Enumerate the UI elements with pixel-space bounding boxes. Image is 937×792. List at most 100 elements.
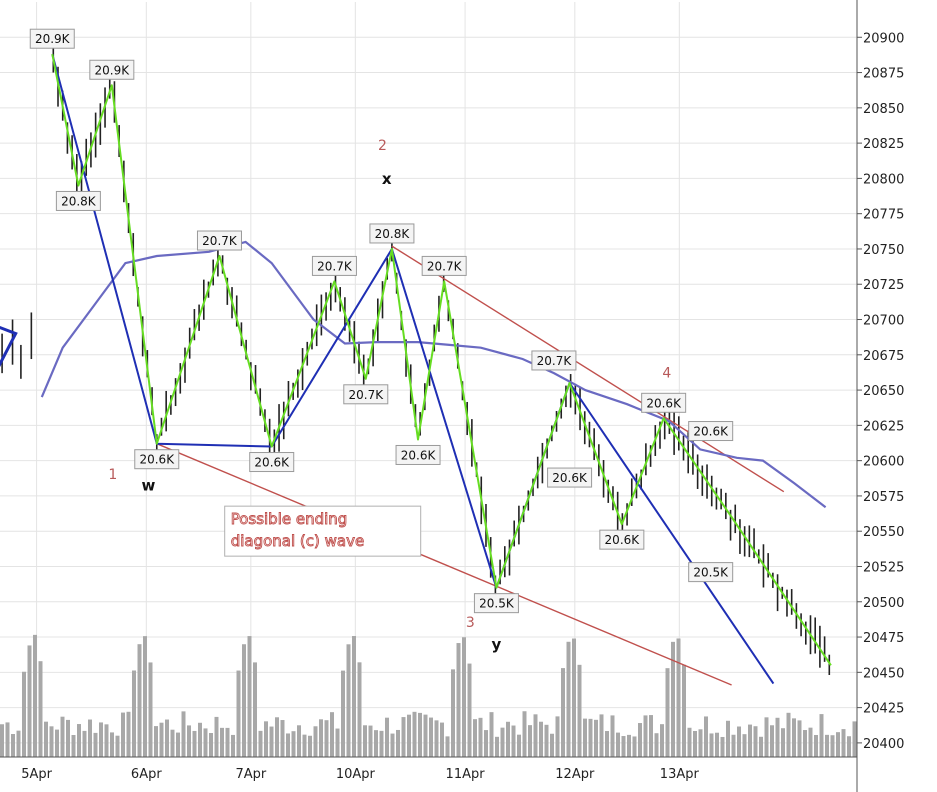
- volume-bar: [451, 669, 455, 757]
- volume-bar: [495, 736, 499, 757]
- point-label: 20.6K: [547, 467, 593, 488]
- volume-bar: [726, 720, 730, 757]
- volume-bar: [720, 736, 725, 757]
- volume-bar: [16, 730, 21, 757]
- volume-bars: [0, 634, 857, 757]
- point-label-box: [55, 190, 101, 211]
- volume-bar: [445, 736, 450, 757]
- volume-bar: [302, 734, 307, 757]
- volume-bar: [737, 726, 741, 757]
- volume-bar: [704, 716, 708, 757]
- volume-bar: [11, 733, 15, 757]
- point-label: 20.8K: [55, 190, 101, 211]
- y-tick-label: 20450: [863, 666, 904, 681]
- point-label-box: [343, 384, 389, 405]
- point-label-box: [531, 350, 577, 371]
- volume-bar: [363, 725, 367, 757]
- point-label-box: [311, 255, 357, 276]
- point-label: 20.7K: [311, 255, 357, 276]
- volume-bar: [599, 714, 604, 757]
- volume-bar: [368, 725, 373, 757]
- point-label: 20.9K: [29, 28, 75, 49]
- volume-bar: [825, 734, 829, 757]
- point-label: 20.5K: [688, 562, 734, 583]
- volume-bar: [715, 732, 719, 757]
- point-labels: 20.9K 20.9K 20.8K 20.7K 20.6K 20.6K 20.7K 20.8K…: [29, 28, 734, 614]
- volume-bar: [693, 731, 697, 757]
- point-label-box: [89, 59, 135, 80]
- wave-label: w: [141, 476, 155, 494]
- point-label-box: [599, 529, 645, 550]
- volume-bar: [605, 731, 609, 757]
- point-label-text: 20.7K: [202, 234, 238, 248]
- point-label: 20.6K: [688, 421, 734, 442]
- point-label: 20.6K: [641, 392, 687, 413]
- volume-bar: [275, 717, 279, 757]
- point-label-text: 20.6K: [605, 533, 641, 547]
- point-label-text: 20.7K: [427, 259, 463, 273]
- subwave-label: 1: [108, 467, 117, 483]
- volume-bar: [209, 733, 213, 757]
- volume-bar: [836, 732, 840, 757]
- callout-note: Possible ending diagonal (c) wave: [224, 505, 422, 557]
- volume-bar: [742, 734, 747, 757]
- callout-box: [224, 505, 422, 557]
- point-label-text: 20.7K: [317, 259, 353, 273]
- volume-bar: [401, 717, 406, 757]
- volume-bar: [88, 719, 92, 757]
- volume-bar: [319, 719, 323, 757]
- volume-bar: [407, 714, 411, 757]
- axes: 20400 20425 20450 20475 20500 20525 20550 20575…: [0, 0, 904, 792]
- volume-bar: [676, 638, 681, 757]
- wave-label: x: [382, 170, 392, 188]
- volume-bar: [610, 715, 615, 757]
- volume-bar: [517, 734, 521, 757]
- volume-bar: [33, 634, 37, 757]
- volume-bar: [258, 730, 263, 757]
- green-wave-line: [51, 54, 832, 666]
- point-label-text: 20.6K: [139, 453, 175, 467]
- volume-bar: [616, 732, 620, 757]
- volume-bar: [797, 720, 802, 757]
- point-label-text: 20.7K: [348, 388, 384, 402]
- point-label-text: 20.8K: [375, 227, 411, 241]
- point-label-text: 20.7K: [537, 354, 573, 368]
- point-label: 20.7K: [421, 255, 467, 276]
- volume-bar: [286, 733, 290, 757]
- volume-bar: [192, 730, 197, 757]
- volume-bar: [99, 722, 103, 757]
- volume-bar: [665, 668, 670, 757]
- point-label-text: 20.9K: [35, 32, 71, 46]
- volume-bar: [181, 711, 186, 757]
- point-label-box: [249, 452, 295, 473]
- volume-bar: [649, 715, 653, 757]
- point-label: 20.7K: [196, 230, 242, 251]
- y-tick-label: 20875: [863, 67, 904, 82]
- volume-bar: [434, 720, 439, 757]
- point-label-text: 20.5K: [693, 566, 729, 580]
- volume-bar: [577, 664, 582, 757]
- volume-bar: [440, 722, 444, 757]
- wave-label: y: [492, 636, 502, 654]
- x-tick-label: 11Apr: [446, 767, 486, 782]
- volume-bar: [456, 643, 461, 757]
- volume-bar: [847, 736, 851, 757]
- volume-bar: [236, 670, 241, 757]
- point-label-text: 20.9K: [95, 63, 131, 77]
- point-label-text: 20.6K: [401, 448, 437, 462]
- volume-bar: [539, 721, 543, 757]
- volume-bar: [852, 721, 857, 757]
- volume-bar: [770, 725, 774, 757]
- volume-bar: [489, 712, 494, 757]
- volume-bar: [473, 719, 477, 757]
- volume-bar: [418, 712, 422, 757]
- volume-bar: [500, 727, 505, 757]
- y-tick-label: 20800: [863, 172, 904, 187]
- volume-bar: [198, 722, 202, 757]
- blue-wedge-line: [0, 325, 18, 368]
- y-tick-label: 20825: [863, 137, 904, 152]
- volume-bar: [462, 637, 466, 757]
- x-tick-label: 10Apr: [336, 767, 376, 782]
- volume-bar: [225, 727, 230, 757]
- volume-bar: [203, 728, 208, 757]
